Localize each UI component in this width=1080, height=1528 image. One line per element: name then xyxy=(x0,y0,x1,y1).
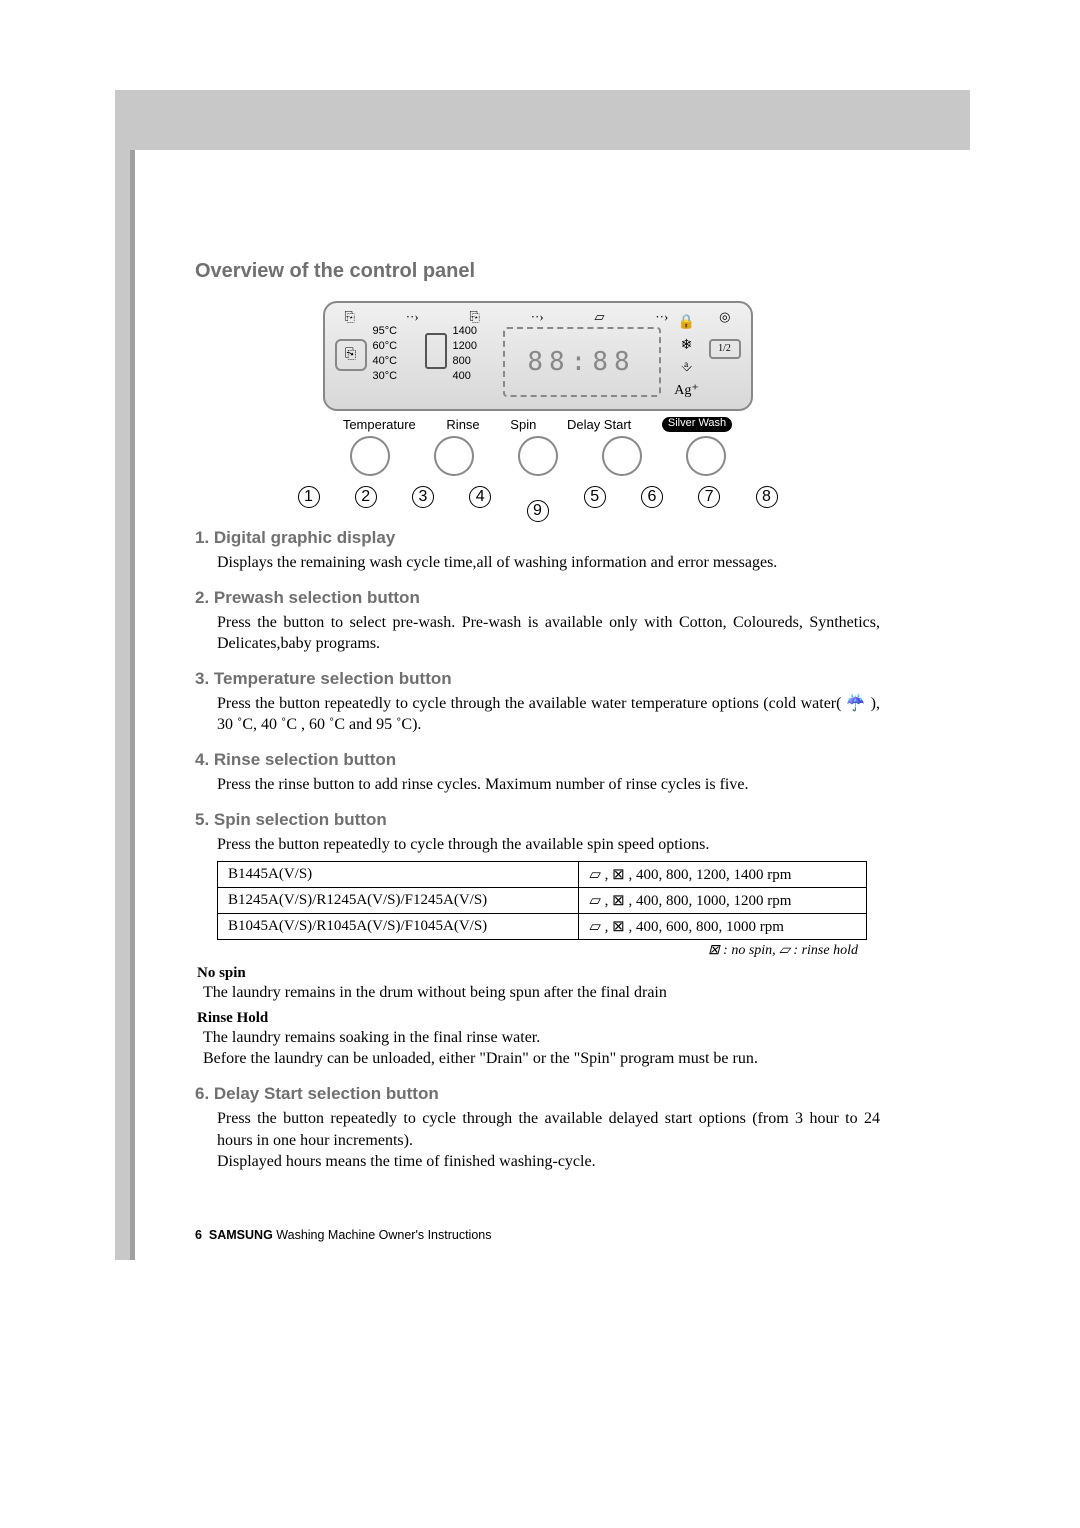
spin-stage-icon: ◎ xyxy=(719,309,730,325)
section-body: Press the button to select pre-wash. Pre… xyxy=(217,612,880,655)
table-cell: ⏥ , ⊠ , 400, 600, 800, 1000 rpm xyxy=(579,914,867,940)
silver-wash-button[interactable] xyxy=(686,436,726,476)
callout-number: 3 xyxy=(412,486,434,508)
rinse-hold-body-1: The laundry remains soaking in the final… xyxy=(203,1027,880,1049)
section: 1. Digital graphic display Displays the … xyxy=(195,528,880,574)
callout-number: 9 xyxy=(527,500,549,522)
section: 4. Rinse selection button Press the rins… xyxy=(195,750,880,796)
callout-number: 4 xyxy=(469,486,491,508)
section-body: Displayed hours means the time of finish… xyxy=(217,1151,880,1173)
wash-stage-icon: ⎘ xyxy=(470,309,480,325)
half-load-indicator-icon: 1/2 xyxy=(709,339,741,359)
section-body: Displays the remaining wash cycle time,a… xyxy=(217,552,880,574)
table-cell: ⏥ , ⊠ , 400, 800, 1000, 1200 rpm xyxy=(579,888,867,914)
button-label: Rinse xyxy=(446,417,479,432)
button-row xyxy=(328,436,748,476)
temp-value: 30°C xyxy=(373,370,419,382)
callout-numbers-row: 1 2 3 4 9 5 6 7 8 xyxy=(298,486,778,508)
table-row: B1445A(V/S) ⏥ , ⊠ , 400, 800, 1200, 1400… xyxy=(218,862,867,888)
silver-ion-icon: Ag⁺ xyxy=(674,382,699,399)
callout-number: 5 xyxy=(584,486,606,508)
page-footer: 6 SAMSUNG Washing Machine Owner's Instru… xyxy=(195,1228,492,1242)
no-spin-heading: No spin xyxy=(197,965,880,982)
wash-stage-icon: ⎘ xyxy=(345,309,355,325)
option-icon: ⎀ xyxy=(681,360,692,376)
table-cell: ⏥ , ⊠ , 400, 800, 1200, 1400 rpm xyxy=(579,862,867,888)
section-body: Press the button repeatedly to cycle thr… xyxy=(217,1108,880,1151)
section-heading: 1. Digital graphic display xyxy=(195,528,880,548)
rinse-hold-body-2: Before the laundry can be unloaded, eith… xyxy=(203,1048,880,1070)
spin-value: 1200 xyxy=(453,340,493,352)
temp-value: 95°C xyxy=(373,325,419,337)
table-cell: B1045A(V/S)/R1045A(V/S)/F1045A(V/S) xyxy=(218,914,579,940)
content-area: Overview of the control panel ⎘ ··› ⎘ ··… xyxy=(130,150,970,1260)
button-labels-row: Temperature Rinse Spin Delay Start Silve… xyxy=(328,417,748,432)
footer-brand: SAMSUNG xyxy=(209,1228,273,1242)
callout-number: 1 xyxy=(298,486,320,508)
silver-wash-pill: Silver Wash xyxy=(662,417,732,432)
section: 5. Spin selection button Press the butto… xyxy=(195,810,880,856)
section-heading: 5. Spin selection button xyxy=(195,810,880,830)
arrow-icon: ··› xyxy=(531,309,544,325)
arrow-icon: ··› xyxy=(655,309,668,325)
section-body: Press the button repeatedly to cycle thr… xyxy=(217,693,880,736)
section-body: Press the rinse button to add rinse cycl… xyxy=(217,774,880,796)
temp-value: 40°C xyxy=(373,355,419,367)
time-segment-display: 88:88 xyxy=(503,327,661,397)
no-spin-body: The laundry remains in the drum without … xyxy=(203,982,880,1004)
rinse-hold-heading: Rinse Hold xyxy=(197,1010,880,1027)
footer-text: Washing Machine Owner's Instructions xyxy=(273,1228,492,1242)
prewash-indicator-icon: ⎘ xyxy=(335,339,367,371)
callout-number: 6 xyxy=(641,486,663,508)
spin-value: 800 xyxy=(453,355,493,367)
section-body: Press the button repeatedly to cycle thr… xyxy=(217,834,880,856)
table-cell: B1245A(V/S)/R1245A(V/S)/F1245A(V/S) xyxy=(218,888,579,914)
spin-value: 400 xyxy=(453,370,493,382)
button-label: Temperature xyxy=(343,417,416,432)
table-row: B1245A(V/S)/R1245A(V/S)/F1245A(V/S) ⏥ , … xyxy=(218,888,867,914)
temperature-button[interactable] xyxy=(350,436,390,476)
button-label: Delay Start xyxy=(567,417,631,432)
spin-value: 1400 xyxy=(453,325,493,337)
top-icon-row: ⎘ ··› ⎘ ··› ⏥ ··› ◎ xyxy=(345,309,731,325)
spin-button[interactable] xyxy=(518,436,558,476)
section-heading: 6. Delay Start selection button xyxy=(195,1084,880,1104)
section-heading: 4. Rinse selection button xyxy=(195,750,880,770)
section-subtitle: Overview of the control panel xyxy=(195,260,880,283)
section-heading: 3. Temperature selection button xyxy=(195,669,880,689)
cold-icon: ❄ xyxy=(681,337,693,354)
callout-number: 7 xyxy=(698,486,720,508)
temp-value: 60°C xyxy=(373,340,419,352)
callout-number: 8 xyxy=(756,486,778,508)
section: 2. Prewash selection button Press the bu… xyxy=(195,588,880,655)
table-legend: ⊠ : no spin, ⏥ : rinse hold xyxy=(195,942,858,959)
section: 6. Delay Start selection button Press th… xyxy=(195,1084,880,1173)
arrow-icon: ··› xyxy=(406,309,419,325)
rinse-stage-icon: ⏥ xyxy=(595,309,605,325)
delay-start-button[interactable] xyxy=(602,436,642,476)
table-cell: B1445A(V/S) xyxy=(218,862,579,888)
button-label: Spin xyxy=(510,417,536,432)
spin-speed-table: B1445A(V/S) ⏥ , ⊠ , 400, 800, 1200, 1400… xyxy=(217,861,867,940)
footer-page-number: 6 xyxy=(195,1228,202,1242)
rinse-segment-icon xyxy=(425,333,447,369)
callout-number: 2 xyxy=(355,486,377,508)
control-panel-figure: ⎘ ··› ⎘ ··› ⏥ ··› ◎ ⎘ 95°C 60°C 40°C 30°… xyxy=(195,301,880,508)
control-panel-display: ⎘ ··› ⎘ ··› ⏥ ··› ◎ ⎘ 95°C 60°C 40°C 30°… xyxy=(323,301,753,411)
table-row: B1045A(V/S)/R1045A(V/S)/F1045A(V/S) ⏥ , … xyxy=(218,914,867,940)
section: 3. Temperature selection button Press th… xyxy=(195,669,880,736)
section-heading: 2. Prewash selection button xyxy=(195,588,880,608)
rinse-button[interactable] xyxy=(434,436,474,476)
